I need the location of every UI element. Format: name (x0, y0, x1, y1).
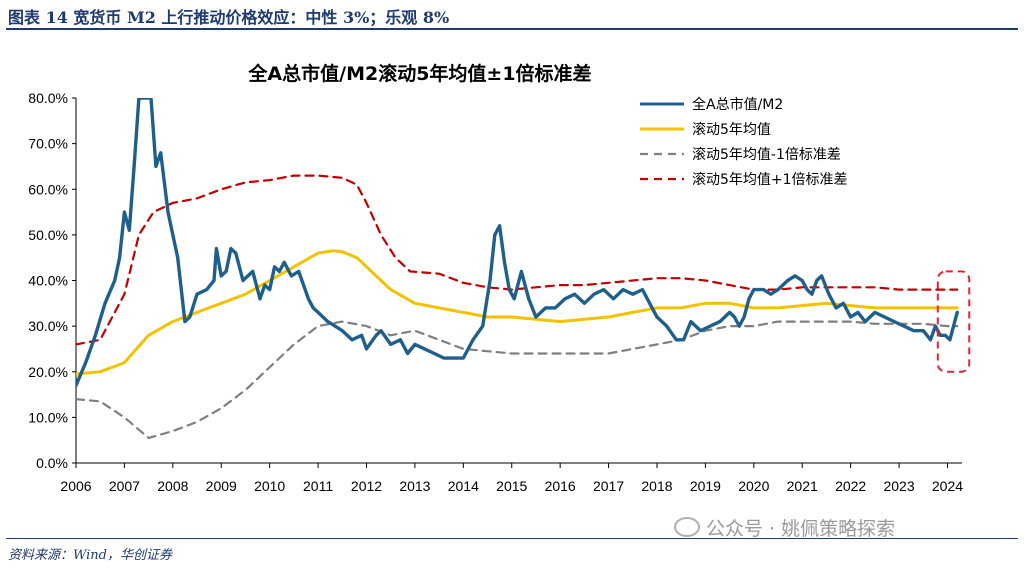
legend-label: 全A总市值/M2 (692, 96, 783, 113)
y-tick-label: 10.0% (28, 409, 68, 425)
legend-label: 滚动5年均值+1倍标准差 (692, 171, 848, 188)
header-rule (6, 28, 1018, 30)
x-tick-label: 2013 (399, 478, 430, 494)
x-tick-label: 2019 (690, 478, 721, 494)
wechat-watermark: 公众号 · 姚佩策略探索 (674, 514, 895, 541)
x-tick-label: 2021 (787, 478, 818, 494)
x-tick-label: 2012 (351, 478, 382, 494)
x-tick-label: 2010 (254, 478, 285, 494)
y-tick-label: 30.0% (28, 318, 68, 334)
x-tick-label: 2017 (593, 478, 624, 494)
series-line-0 (76, 98, 959, 388)
y-tick-label: 40.0% (28, 273, 68, 289)
x-tick-label: 2016 (545, 478, 576, 494)
x-tick-label: 2020 (738, 478, 769, 494)
x-tick-label: 2022 (835, 478, 866, 494)
x-tick-label: 2014 (448, 478, 479, 494)
y-tick-label: 80.0% (28, 90, 68, 106)
x-tick-label: 2008 (157, 478, 188, 494)
chart-title: 全A总市值/M2滚动5年均值±1倍标准差 (247, 62, 591, 85)
y-tick-label: 60.0% (28, 181, 68, 197)
footer-rule (6, 538, 1018, 539)
y-tick-label: 0.0% (36, 455, 68, 471)
x-tick-label: 2024 (932, 478, 963, 494)
y-tick-label: 70.0% (28, 136, 68, 152)
x-tick-label: 2018 (641, 478, 672, 494)
x-tick-label: 2007 (109, 478, 140, 494)
x-tick-label: 2015 (496, 478, 527, 494)
watermark-text: 公众号 · 姚佩策略探索 (706, 518, 896, 540)
x-tick-label: 2009 (206, 478, 237, 494)
series-line-1 (76, 249, 959, 376)
source-note: 资料来源：Wind，华创证券 (8, 548, 172, 563)
y-tick-label: 50.0% (28, 227, 68, 243)
series-line-3 (76, 174, 959, 346)
legend-label: 滚动5年均值 (692, 121, 771, 138)
y-tick-label: 20.0% (28, 364, 68, 380)
legend-label: 滚动5年均值-1倍标准差 (692, 146, 841, 163)
figure-header: 图表 14 宽货币 M2 上行推动价格效应：中性 3%；乐观 8% (8, 8, 450, 27)
highlight-box (936, 270, 971, 373)
x-tick-label: 2006 (60, 478, 91, 494)
x-tick-label: 2011 (303, 478, 333, 494)
wechat-icon (674, 517, 700, 537)
x-tick-label: 2023 (883, 478, 914, 494)
series-line-2 (76, 320, 959, 439)
